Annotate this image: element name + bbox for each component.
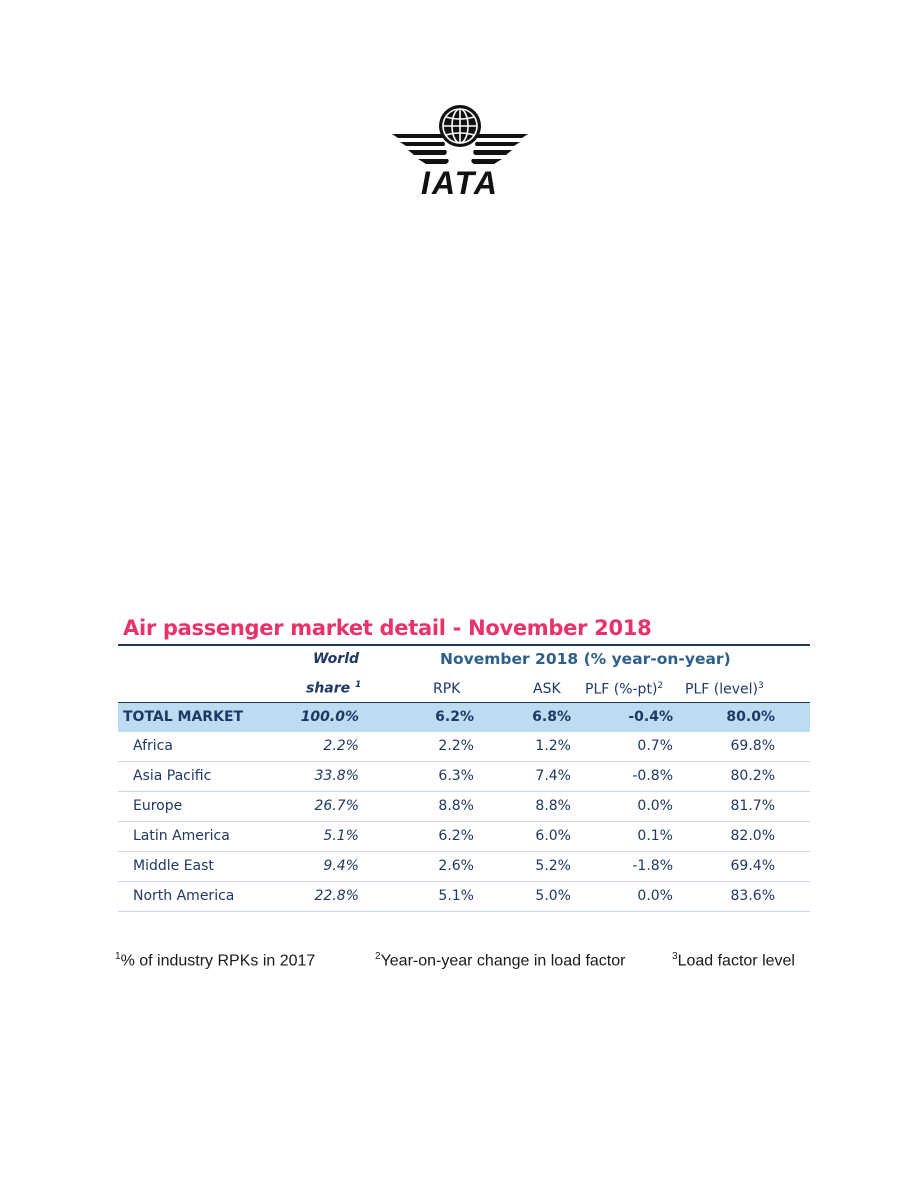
region-cell: Europe	[133, 798, 183, 814]
region-cell: TOTAL MARKET	[123, 709, 244, 725]
plf-level-cell: 83.6%	[730, 888, 775, 904]
iata-logo: IATA	[392, 105, 528, 198]
plf-level-cell: 80.2%	[730, 768, 775, 784]
table-row: Europe 26.7% 8.8% 8.8% 0.0% 81.7%	[118, 792, 810, 822]
table-row: Asia Pacific 33.8% 6.3% 7.4% -0.8% 80.2%	[118, 762, 810, 792]
plf-pt-cell: -0.4%	[628, 709, 673, 725]
header-period: November 2018 (% year-on-year)	[440, 650, 731, 668]
rpk-cell: 6.2%	[435, 709, 474, 725]
svg-text:IATA: IATA	[421, 165, 499, 198]
footnote-1: 1% of industry RPKs in 2017	[115, 951, 316, 970]
ask-cell: 6.8%	[532, 709, 571, 725]
plf-pt-cell: 0.0%	[637, 798, 673, 814]
footnote-2: 2Year-on-year change in load factor	[375, 951, 626, 970]
plf-level-cell: 81.7%	[730, 798, 775, 814]
rpk-cell: 6.3%	[438, 768, 474, 784]
header-rpk: RPK	[433, 681, 461, 697]
rpk-cell: 2.6%	[438, 858, 474, 874]
plf-level-cell: 80.0%	[726, 709, 775, 725]
header-share: share 1	[306, 680, 362, 697]
rpk-cell: 5.1%	[438, 888, 474, 904]
region-cell: Latin America	[133, 828, 230, 844]
ask-cell: 6.0%	[535, 828, 571, 844]
region-cell: North America	[133, 888, 235, 904]
share-cell: 100.0%	[300, 709, 359, 725]
table-top-rule	[118, 644, 810, 646]
plf-pt-cell: 0.0%	[637, 888, 673, 904]
header-plf-pt: PLF (%-pt)2	[585, 681, 664, 698]
ask-cell: 5.0%	[535, 888, 571, 904]
table-row-total: TOTAL MARKET 100.0% 6.2% 6.8% -0.4% 80.0…	[118, 703, 810, 732]
ask-cell: 8.8%	[535, 798, 571, 814]
ask-cell: 7.4%	[535, 768, 571, 784]
ask-cell: 5.2%	[535, 858, 571, 874]
table-row: Africa 2.2% 2.2% 1.2% 0.7% 69.8%	[118, 732, 810, 762]
rpk-cell: 6.2%	[438, 828, 474, 844]
table-row: North America 22.8% 5.1% 5.0% 0.0% 83.6%	[118, 882, 810, 912]
header-ask: ASK	[533, 681, 561, 697]
rpk-cell: 2.2%	[438, 738, 474, 754]
header-plf-level: PLF (level)3	[685, 681, 764, 698]
table-row: Latin America 5.1% 6.2% 6.0% 0.1% 82.0%	[118, 822, 810, 852]
plf-pt-cell: 0.7%	[637, 738, 673, 754]
table-title: Air passenger market detail - November 2…	[123, 616, 652, 640]
footnotes: 1% of industry RPKs in 2017 2Year-on-yea…	[115, 951, 815, 973]
share-cell: 9.4%	[323, 858, 359, 874]
region-cell: Middle East	[133, 858, 214, 874]
plf-level-cell: 69.8%	[730, 738, 775, 754]
plf-level-cell: 69.4%	[730, 858, 775, 874]
table-body: TOTAL MARKET 100.0% 6.2% 6.8% -0.4% 80.0…	[118, 703, 810, 912]
ask-cell: 1.2%	[535, 738, 571, 754]
share-cell: 33.8%	[314, 768, 359, 784]
plf-pt-cell: -1.8%	[632, 858, 673, 874]
plf-pt-cell: -0.8%	[632, 768, 673, 784]
share-cell: 2.2%	[323, 738, 359, 754]
share-cell: 26.7%	[314, 798, 359, 814]
footnote-3: 3Load factor level	[672, 951, 795, 970]
share-cell: 5.1%	[323, 828, 359, 844]
header-world: World	[313, 651, 360, 667]
plf-level-cell: 82.0%	[730, 828, 775, 844]
rpk-cell: 8.8%	[438, 798, 474, 814]
table-row: Middle East 9.4% 2.6% 5.2% -1.8% 69.4%	[118, 852, 810, 882]
share-cell: 22.8%	[314, 888, 359, 904]
region-cell: Asia Pacific	[133, 768, 212, 784]
region-cell: Africa	[133, 738, 173, 754]
plf-pt-cell: 0.1%	[637, 828, 673, 844]
